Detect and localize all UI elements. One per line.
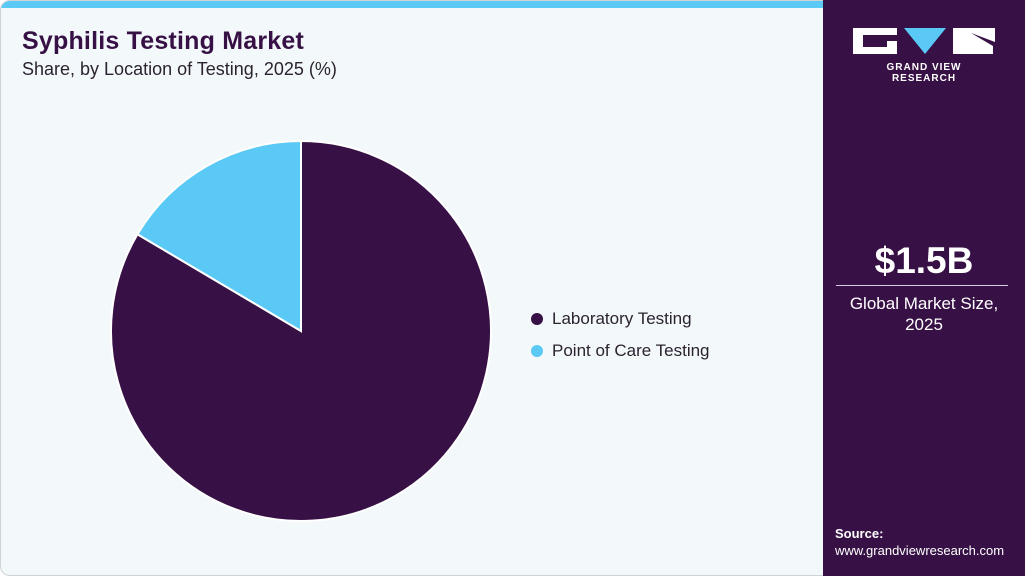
legend-item-laboratory: Laboratory Testing xyxy=(531,303,710,335)
accent-bar xyxy=(1,1,824,8)
legend-item-point-of-care: Point of Care Testing xyxy=(531,335,710,367)
source-link[interactable]: www.grandviewresearch.com xyxy=(835,543,1005,558)
legend-label: Laboratory Testing xyxy=(552,309,692,328)
pie-chart xyxy=(110,139,492,522)
legend-label: Point of Care Testing xyxy=(552,341,710,360)
pie-slice-point-of-care-testing xyxy=(136,139,302,333)
legend-dot-icon xyxy=(531,345,543,357)
chart-subtitle: Share, by Location of Testing, 2025 (%) xyxy=(22,59,337,79)
market-size-label-line1: Global Market Size, xyxy=(849,294,999,313)
legend: Laboratory Testing Point of Care Testing xyxy=(531,303,710,367)
legend-dot-icon xyxy=(531,313,543,325)
market-size-label-line2: 2025 xyxy=(905,315,943,334)
chart-title: Syphilis Testing Market xyxy=(22,27,304,55)
gvr-logo-icon xyxy=(853,28,995,54)
sidebar: GRAND VIEW RESEARCH $1.5B Global Market … xyxy=(823,0,1025,576)
market-size-value: $1.5B xyxy=(874,240,974,281)
brand-logo: GRAND VIEW RESEARCH xyxy=(853,28,995,84)
brand-name: GRAND VIEW RESEARCH xyxy=(886,62,962,84)
divider xyxy=(836,285,1008,286)
source-heading: Source: xyxy=(835,526,884,541)
market-size-label: Global Market Size, 2025 xyxy=(823,293,1025,335)
